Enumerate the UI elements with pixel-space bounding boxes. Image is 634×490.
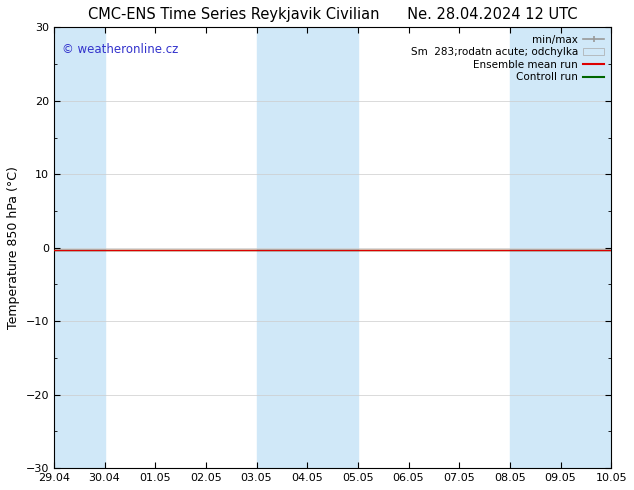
Bar	[54, 27, 105, 468]
Y-axis label: Temperature 850 hPa (°C): Temperature 850 hPa (°C)	[7, 166, 20, 329]
Text: © weatheronline.cz: © weatheronline.cz	[62, 43, 179, 56]
Bar	[510, 27, 611, 468]
Bar	[257, 27, 358, 468]
Legend: min/max, Sm  283;rodatn acute; odchylka, Ensemble mean run, Controll run: min/max, Sm 283;rodatn acute; odchylka, …	[408, 32, 606, 84]
Title: CMC-ENS Time Series Reykjavik Civilian      Ne. 28.04.2024 12 UTC: CMC-ENS Time Series Reykjavik Civilian N…	[87, 7, 578, 22]
